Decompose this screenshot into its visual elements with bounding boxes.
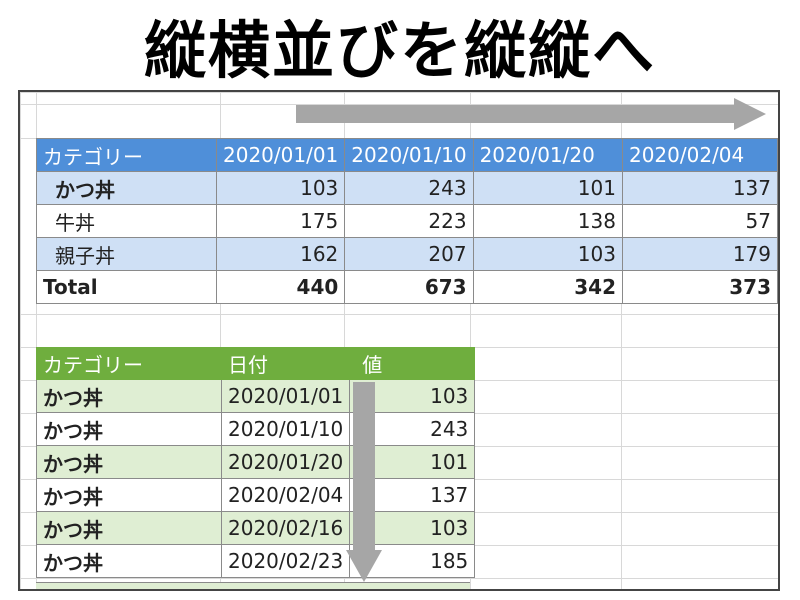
- header-cell[interactable]: カテゴリー: [36, 347, 222, 380]
- total-cell[interactable]: 440: [215, 270, 346, 304]
- total-cell[interactable]: 342: [472, 270, 623, 304]
- value-cell[interactable]: 137: [621, 171, 778, 205]
- table-row: 親子丼 162 207 103 179: [36, 237, 778, 271]
- spreadsheet-area: カテゴリー 2020/01/01 2020/01/10 2020/01/20 2…: [18, 90, 780, 591]
- total-cell[interactable]: 673: [344, 270, 474, 304]
- table-row: かつ丼 2020/01/20 101: [36, 445, 476, 479]
- table-row: かつ丼 103 243 101 137: [36, 171, 778, 205]
- table-row: かつ丼 2020/01/01 103: [36, 379, 476, 413]
- header-cell[interactable]: 2020/02/04: [621, 138, 778, 172]
- category-cell[interactable]: 牛丼: [36, 204, 217, 238]
- grid-line: [20, 578, 778, 579]
- grid-line: [20, 104, 778, 105]
- wide-format-table: カテゴリー 2020/01/01 2020/01/10 2020/01/20 2…: [36, 138, 778, 304]
- category-cell[interactable]: かつ丼: [36, 478, 222, 512]
- value-cell[interactable]: 243: [344, 171, 474, 205]
- arrow-down-icon: [346, 382, 382, 582]
- grid-line: [20, 314, 778, 315]
- category-cell[interactable]: かつ丼: [36, 171, 217, 205]
- value-cell[interactable]: 101: [472, 171, 623, 205]
- total-cell[interactable]: 373: [621, 270, 778, 304]
- table-header-row: カテゴリー 2020/01/01 2020/01/10 2020/01/20 2…: [36, 138, 778, 172]
- partial-table-row: [36, 582, 470, 589]
- page-title: 縦横並びを縦縦へ: [143, 14, 656, 87]
- category-cell[interactable]: かつ丼: [36, 445, 222, 479]
- header-cell[interactable]: 日付: [220, 347, 351, 380]
- header-cell[interactable]: 2020/01/20: [472, 138, 623, 172]
- long-format-table: カテゴリー 日付 値 かつ丼 2020/01/01 103 かつ丼 2020/0…: [36, 347, 476, 578]
- grid-line: [470, 92, 471, 589]
- date-cell[interactable]: 2020/02/04: [220, 478, 351, 512]
- total-row: Total 440 673 342 373: [36, 270, 778, 304]
- header-cell[interactable]: 2020/01/10: [344, 138, 474, 172]
- value-cell[interactable]: 103: [472, 237, 623, 271]
- grid-line: [621, 92, 622, 589]
- grid-line: [344, 92, 345, 589]
- header-cell[interactable]: 値: [349, 347, 476, 380]
- value-cell[interactable]: 223: [344, 204, 474, 238]
- value-cell[interactable]: 207: [344, 237, 474, 271]
- category-cell[interactable]: 親子丼: [36, 237, 217, 271]
- value-cell[interactable]: 175: [215, 204, 346, 238]
- date-cell[interactable]: 2020/01/01: [220, 379, 351, 413]
- date-cell[interactable]: 2020/02/23: [220, 544, 351, 578]
- header-cell[interactable]: 2020/01/01: [215, 138, 346, 172]
- value-cell[interactable]: 162: [215, 237, 346, 271]
- table-row: かつ丼 2020/02/23 185: [36, 544, 476, 578]
- table-row: かつ丼 2020/02/04 137: [36, 478, 476, 512]
- date-cell[interactable]: 2020/02/16: [220, 511, 351, 545]
- date-cell[interactable]: 2020/01/10: [220, 412, 351, 446]
- value-cell[interactable]: 103: [215, 171, 346, 205]
- category-cell[interactable]: かつ丼: [36, 379, 222, 413]
- table-row: 牛丼 175 223 138 57: [36, 204, 778, 238]
- date-cell[interactable]: 2020/01/20: [220, 445, 351, 479]
- table-row: かつ丼 2020/02/16 103: [36, 511, 476, 545]
- value-cell[interactable]: 138: [472, 204, 623, 238]
- category-cell[interactable]: かつ丼: [36, 544, 222, 578]
- total-label-cell[interactable]: Total: [36, 270, 217, 304]
- grid-line: [36, 92, 37, 589]
- category-cell[interactable]: かつ丼: [36, 511, 222, 545]
- table-header-row: カテゴリー 日付 値: [36, 347, 476, 380]
- category-cell[interactable]: かつ丼: [36, 412, 222, 446]
- arrow-right-icon: [296, 98, 766, 130]
- value-cell[interactable]: 57: [621, 204, 778, 238]
- grid-line: [220, 92, 221, 589]
- header-cell[interactable]: カテゴリー: [36, 138, 217, 172]
- table-row: かつ丼 2020/01/10 243: [36, 412, 476, 446]
- value-cell[interactable]: 179: [621, 237, 778, 271]
